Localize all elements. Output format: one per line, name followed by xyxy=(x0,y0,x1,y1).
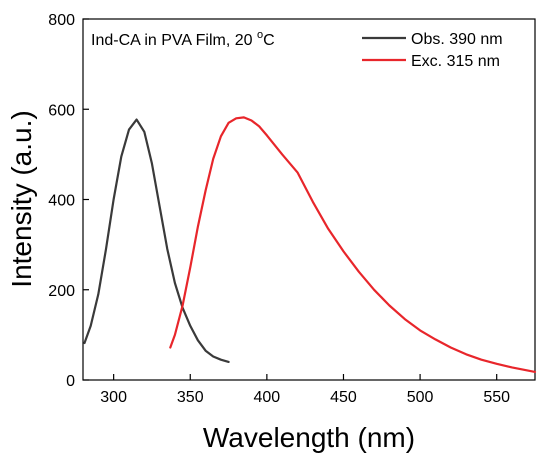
series-line-1 xyxy=(169,116,537,373)
x-tick-label: 500 xyxy=(407,389,434,406)
y-tick-label: 600 xyxy=(48,102,75,119)
x-tick-label: 300 xyxy=(100,389,127,406)
y-axis: 0 200 400 600 800 xyxy=(48,12,89,390)
annotation-superscript: o xyxy=(257,29,263,41)
annotation-suffix: C xyxy=(263,32,275,49)
series-line-0 xyxy=(83,118,230,363)
x-tick-label: 450 xyxy=(330,389,357,406)
y-tick-label: 400 xyxy=(48,193,75,210)
y-axis-title: Intensity (a.u.) xyxy=(6,110,37,287)
annotation-prefix: Ind-CA in PVA Film, 20 xyxy=(91,32,257,49)
series-layer xyxy=(83,116,537,373)
x-tick-label: 550 xyxy=(483,389,510,406)
legend-label-obs: Obs. 390 nm xyxy=(411,31,503,48)
y-tick-label: 800 xyxy=(48,12,75,29)
legend: Obs. 390 nm Exc. 315 nm xyxy=(362,31,503,70)
x-axis-title: Wavelength (nm) xyxy=(203,422,415,453)
plot-frame xyxy=(82,18,536,381)
x-tick-label: 400 xyxy=(254,389,281,406)
y-tick-label: 0 xyxy=(66,373,75,390)
legend-label-exc: Exc. 315 nm xyxy=(411,53,500,70)
y-tick-label: 200 xyxy=(48,283,75,300)
x-tick-label: 350 xyxy=(177,389,204,406)
x-axis: 300 350 400 450 500 550 xyxy=(100,374,510,406)
annotation-label: Ind-CA in PVA Film, 20 oC xyxy=(91,29,275,49)
